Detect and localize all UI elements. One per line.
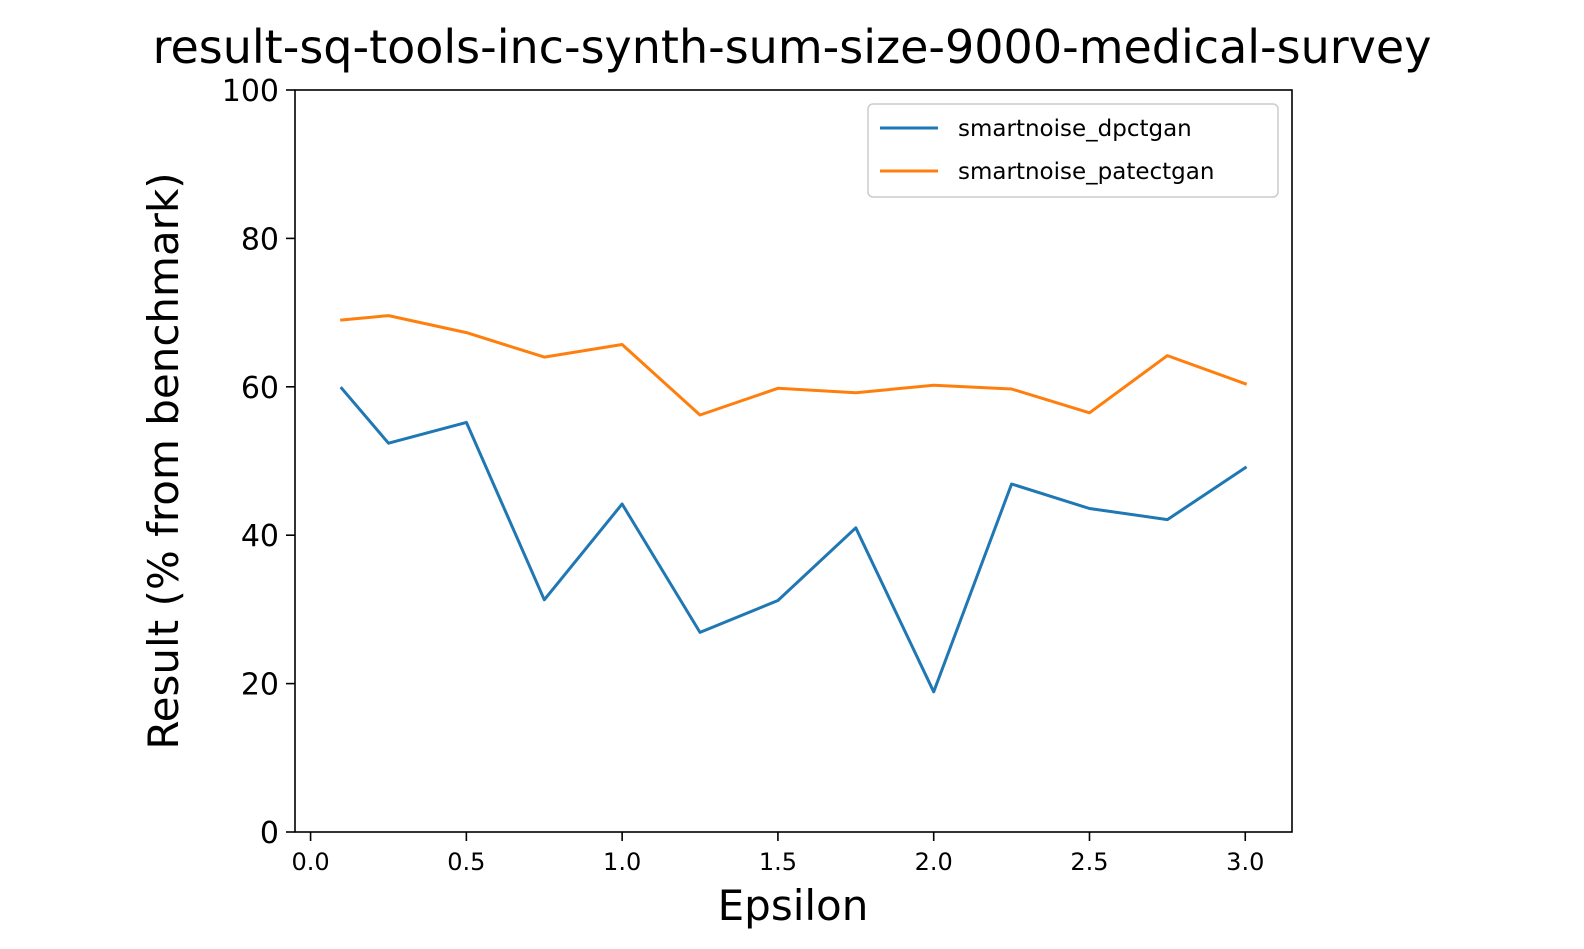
legend-box bbox=[867, 103, 1279, 198]
y-axis: 0 20 40 60 80 100 bbox=[222, 74, 295, 851]
x-tick-label: 1.5 bbox=[759, 848, 797, 876]
plot-frame bbox=[294, 89, 1293, 833]
y-axis-label: Result (% from benchmark) bbox=[139, 172, 188, 749]
x-axis-label: Epsilon bbox=[718, 881, 869, 930]
x-tick-label: 2.0 bbox=[915, 848, 953, 876]
legend: smartnoise_dpctgan smartnoise_patectgan bbox=[867, 103, 1279, 198]
y-tick-label: 20 bbox=[241, 668, 279, 703]
x-axis: 0.0 0.5 1.0 1.5 2.0 2.5 3.0 bbox=[291, 832, 1264, 876]
plot-lines bbox=[339, 314, 1248, 694]
y-tick-label: 40 bbox=[241, 519, 279, 554]
x-tick-label: 0.5 bbox=[447, 848, 485, 876]
x-tick-label: 3.0 bbox=[1226, 848, 1264, 876]
y-tick-label: 0 bbox=[260, 816, 279, 851]
x-tick-label: 0.0 bbox=[291, 848, 329, 876]
legend-label-patectgan: smartnoise_patectgan bbox=[958, 159, 1214, 185]
legend-label-dpctgan: smartnoise_dpctgan bbox=[958, 116, 1192, 142]
x-tick-label: 2.5 bbox=[1070, 848, 1108, 876]
y-tick-label: 60 bbox=[241, 371, 279, 406]
y-tick-label: 80 bbox=[241, 222, 279, 257]
y-tick-label: 100 bbox=[222, 74, 279, 109]
series-line-smartnoise_dpctgan bbox=[339, 386, 1248, 694]
x-tick-label: 1.0 bbox=[603, 848, 641, 876]
chart-title: result-sq-tools-inc-synth-sum-size-9000-… bbox=[153, 20, 1432, 74]
series-line-smartnoise_patectgan bbox=[340, 314, 1248, 417]
